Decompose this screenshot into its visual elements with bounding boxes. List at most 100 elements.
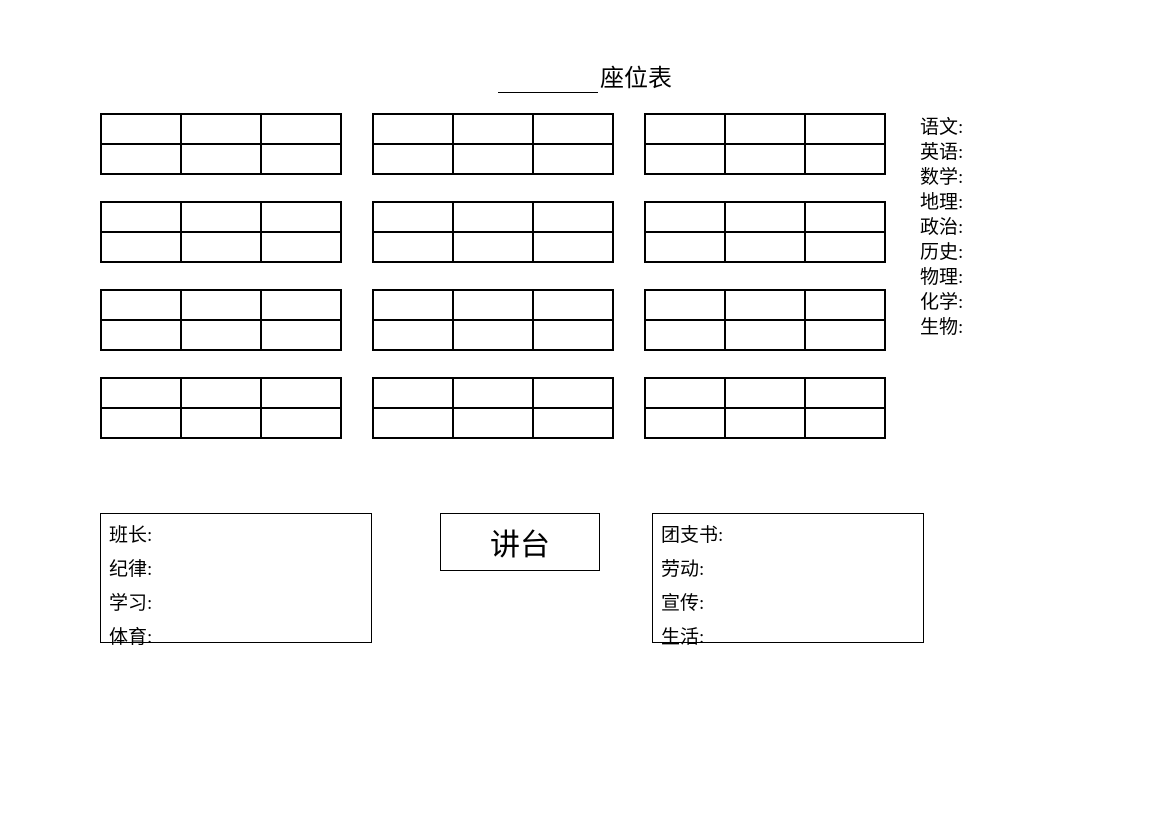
seat-cell (645, 408, 725, 438)
seat-cell (645, 144, 725, 174)
page-title: 座位表 (0, 58, 1170, 93)
seat-cell (261, 320, 341, 350)
seat-cell (181, 320, 261, 350)
seat-block (100, 113, 342, 175)
seat-cell (533, 144, 613, 174)
seat-row (100, 113, 886, 175)
seat-cell (533, 290, 613, 320)
seat-cell (181, 202, 261, 232)
seat-cell (725, 144, 805, 174)
seat-cell (645, 114, 725, 144)
seat-block (644, 201, 886, 263)
role-label: 纪律: (109, 554, 363, 581)
subject-label: 英语: (920, 143, 963, 162)
role-label: 劳动: (661, 554, 915, 581)
subject-label: 数学: (920, 168, 963, 187)
seat-cell (101, 408, 181, 438)
seat-block (372, 289, 614, 351)
seat-cell (261, 408, 341, 438)
subject-label: 地理: (920, 193, 963, 212)
seat-cell (725, 114, 805, 144)
seat-row (100, 201, 886, 263)
seat-block (100, 289, 342, 351)
seat-cell (805, 144, 885, 174)
podium-label: 讲台 (490, 520, 550, 564)
seat-cell (261, 232, 341, 262)
seat-cell (181, 232, 261, 262)
roles-left-box: 班长: 纪律: 学习: 体育: (100, 513, 372, 643)
seat-cell (453, 378, 533, 408)
seat-cell (805, 202, 885, 232)
seat-block (372, 201, 614, 263)
seat-cell (533, 114, 613, 144)
seat-cell (533, 378, 613, 408)
subject-label: 政治: (920, 218, 963, 237)
seat-cell (181, 144, 261, 174)
role-label: 班长: (109, 520, 363, 547)
subject-label: 语文: (920, 118, 963, 137)
podium-box: 讲台 (440, 513, 600, 571)
seat-cell (805, 232, 885, 262)
seat-cell (261, 114, 341, 144)
seat-cell (805, 320, 885, 350)
seat-block (644, 113, 886, 175)
seat-cell (373, 202, 453, 232)
seat-block (644, 289, 886, 351)
seat-cell (181, 114, 261, 144)
seat-cell (101, 320, 181, 350)
seat-cell (645, 290, 725, 320)
seat-cell (261, 144, 341, 174)
seat-cell (645, 202, 725, 232)
seat-cell (261, 290, 341, 320)
seat-block (372, 113, 614, 175)
seat-cell (373, 144, 453, 174)
seat-cell (101, 290, 181, 320)
seat-cell (101, 114, 181, 144)
seat-cell (181, 290, 261, 320)
role-label: 学习: (109, 588, 363, 615)
seat-cell (373, 290, 453, 320)
seat-block (644, 377, 886, 439)
roles-right-box: 团支书: 劳动: 宣传: 生活: (652, 513, 924, 643)
seat-cell (373, 232, 453, 262)
seat-cell (645, 378, 725, 408)
seat-cell (101, 144, 181, 174)
role-label: 宣传: (661, 588, 915, 615)
seat-cell (373, 320, 453, 350)
seat-cell (453, 114, 533, 144)
seat-cell (181, 378, 261, 408)
role-label: 生活: (661, 622, 915, 649)
seat-cell (725, 408, 805, 438)
seat-cell (453, 144, 533, 174)
title-blank-underline (498, 71, 598, 93)
seat-cell (101, 202, 181, 232)
bottom-row: 班长: 纪律: 学习: 体育: 讲台 团支书: 劳动: 宣传: 生活: (100, 513, 924, 643)
seat-block (100, 377, 342, 439)
seat-cell (453, 290, 533, 320)
seat-cell (373, 408, 453, 438)
seat-cell (453, 202, 533, 232)
seat-cell (645, 320, 725, 350)
seat-cell (533, 408, 613, 438)
seat-block (100, 201, 342, 263)
subject-label: 历史: (920, 243, 963, 262)
seat-cell (645, 232, 725, 262)
role-label: 体育: (109, 622, 363, 649)
seat-row (100, 377, 886, 439)
seat-block (372, 377, 614, 439)
seat-cell (533, 232, 613, 262)
subject-list: 语文: 英语: 数学: 地理: 政治: 历史: 物理: 化学: 生物: (920, 118, 963, 343)
seat-row (100, 289, 886, 351)
seat-cell (453, 320, 533, 350)
seat-cell (805, 114, 885, 144)
seat-cell (725, 202, 805, 232)
seat-cell (453, 408, 533, 438)
seat-cell (181, 408, 261, 438)
seat-cell (453, 232, 533, 262)
role-label: 团支书: (661, 520, 915, 547)
subject-label: 化学: (920, 293, 963, 312)
seat-cell (533, 202, 613, 232)
seat-cell (805, 378, 885, 408)
seat-cell (101, 232, 181, 262)
seat-cell (805, 408, 885, 438)
